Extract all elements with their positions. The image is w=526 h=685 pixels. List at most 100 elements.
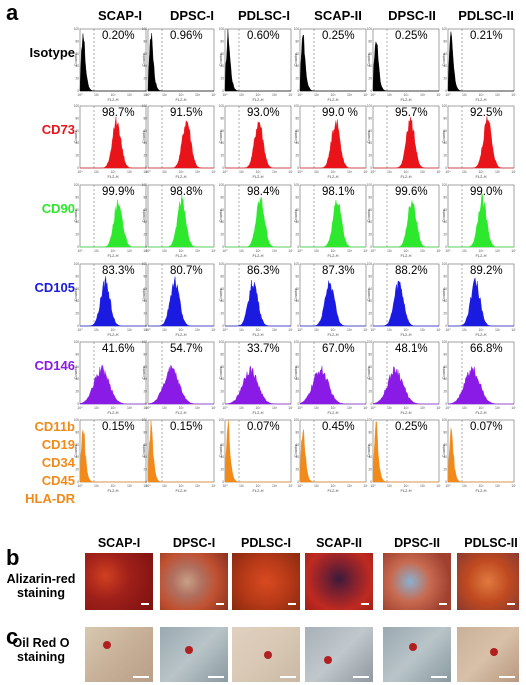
y-tick-label: 40: [443, 377, 447, 381]
x-tick-label: 10⁴: [288, 170, 293, 174]
y-tick-label: 60: [220, 129, 224, 133]
x-tick-label: 10²: [403, 328, 409, 332]
axis-ylabel: Counts: [367, 131, 371, 144]
y-tick-label: 20: [368, 390, 372, 394]
y-tick-label: 40: [75, 377, 79, 381]
x-tick-label: 10²: [255, 406, 261, 410]
x-tick-label: 10⁴: [436, 406, 441, 410]
percentage-label: 0.20%: [102, 30, 135, 42]
y-tick-label: 60: [443, 365, 447, 369]
x-tick-label: 10⁴: [511, 484, 516, 488]
x-tick-label: 10⁴: [143, 170, 148, 174]
axis-ylabel: Counts: [74, 367, 78, 380]
axis-xlabel: FL2-H: [107, 253, 118, 258]
histogram-cd73-pdlsc-ii: Counts FL2-H 10⁰ 10¹ 10² 10³ 10⁴ 0 20 40 60 80 100: [441, 104, 517, 180]
y-tick-label: 100: [294, 183, 299, 187]
y-tick-label: 100: [294, 340, 299, 344]
x-tick-label: 10⁰: [297, 406, 303, 410]
axis-ylabel: Counts: [294, 289, 298, 302]
y-tick-label: 20: [143, 468, 147, 472]
x-tick-label: 10⁰: [297, 93, 303, 97]
y-tick-label: 0: [297, 324, 299, 328]
x-tick-label: 10²: [255, 484, 261, 488]
percentage-label: 98.1%: [322, 186, 355, 198]
lipid-droplet: [490, 648, 498, 656]
histogram-fill: [448, 116, 514, 169]
axis-ylabel: Counts: [442, 131, 446, 144]
x-tick-label: 10³: [195, 93, 201, 97]
y-tick-label: 80: [368, 116, 372, 120]
x-tick-label: 10⁰: [297, 249, 303, 253]
lipid-droplet: [409, 643, 417, 651]
histogram-cd90-dpsc-i: Counts FL2-H 10⁰ 10¹ 10² 10³ 10⁴ 0 20 40 60 80 100: [141, 183, 217, 259]
histogram-isotype-pdlsc-i: Counts FL2-H 10⁰ 10¹ 10² 10³ 10⁴ 0 20 40 60 80 100: [218, 27, 294, 103]
x-tick-label: 10¹: [387, 406, 393, 410]
x-tick-label: 10³: [420, 328, 426, 332]
y-tick-label: 20: [368, 312, 372, 316]
histogram-fill: [373, 200, 439, 248]
y-tick-label: 100: [367, 262, 372, 266]
scale-bar: [353, 676, 369, 678]
percentage-label: 0.25%: [395, 421, 428, 433]
histogram-fill: [372, 421, 439, 483]
y-tick-label: 0: [370, 480, 372, 484]
x-tick-label: 10⁴: [436, 249, 441, 253]
histogram-isotype-dpsc-ii: Counts FL2-H 10⁰ 10¹ 10² 10³ 10⁴ 0 20 40 60 80 100: [366, 27, 442, 103]
y-tick-label: 60: [75, 208, 79, 212]
y-tick-label: 0: [222, 89, 224, 93]
y-tick-label: 100: [142, 340, 147, 344]
percentage-label: 98.7%: [102, 107, 135, 119]
x-tick-label: 10⁰: [370, 328, 376, 332]
axis-xlabel: FL2-H: [107, 332, 118, 337]
x-tick-label: 10³: [127, 406, 133, 410]
x-tick-label: 10²: [330, 249, 336, 253]
histogram-fill: [224, 365, 291, 405]
histogram-cd105-scap-i: Counts FL2-H 10⁰ 10¹ 10² 10³ 10⁴ 0 20 40 60 80 100: [73, 262, 149, 338]
x-tick-label: 10⁴: [363, 249, 368, 253]
x-tick-label: 10³: [127, 249, 133, 253]
y-tick-label: 100: [442, 104, 447, 108]
y-tick-label: 60: [143, 287, 147, 291]
y-tick-label: 40: [368, 141, 372, 145]
y-tick-label: 80: [368, 430, 372, 434]
y-tick-label: 40: [75, 220, 79, 224]
y-tick-label: 60: [220, 52, 224, 56]
row-label-cd73: CD73: [41, 122, 75, 137]
y-tick-label: 0: [297, 480, 299, 484]
panel-label-a: a: [6, 0, 19, 25]
percentage-label: 0.07%: [470, 421, 503, 433]
x-tick-label: 10²: [255, 328, 261, 332]
y-tick-label: 100: [219, 104, 224, 108]
y-tick-label: 80: [75, 352, 79, 356]
x-tick-label: 10¹: [94, 328, 100, 332]
x-tick-label: 10⁴: [143, 484, 148, 488]
x-tick-label: 10⁰: [145, 328, 151, 332]
x-tick-label: 10²: [403, 249, 409, 253]
y-tick-label: 40: [295, 377, 299, 381]
x-tick-label: 10¹: [162, 93, 168, 97]
y-tick-label: 100: [367, 340, 372, 344]
axis-xlabel: FL2-H: [327, 410, 338, 415]
y-tick-label: 60: [143, 365, 147, 369]
histogram-cd73-scap-ii: Counts FL2-H 10⁰ 10¹ 10² 10³ 10⁴ 0 20 40 60 80 100: [293, 104, 369, 180]
histogram-cd11b-pdlsc-ii: Counts FL2-H 10⁰ 10¹ 10² 10³ 10⁴ 0 20 40 60 80 100: [441, 418, 517, 494]
histogram-fill: [299, 34, 366, 92]
x-tick-label: 10⁴: [363, 328, 368, 332]
y-tick-label: 40: [143, 141, 147, 145]
axis-ylabel: Counts: [142, 367, 146, 380]
x-tick-label: 10⁴: [211, 93, 216, 97]
axis-ylabel: Counts: [294, 210, 298, 223]
x-tick-label: 10⁰: [77, 93, 83, 97]
axis-xlabel: FL2-H: [175, 174, 186, 179]
x-tick-label: 10³: [347, 93, 353, 97]
percentage-label: 92.5%: [470, 107, 503, 119]
axis-xlabel: FL2-H: [107, 97, 118, 102]
y-tick-label: 20: [443, 77, 447, 81]
x-tick-label: 10¹: [387, 93, 393, 97]
scale-bar: [499, 676, 515, 678]
y-tick-label: 0: [145, 89, 147, 93]
x-tick-label: 10⁴: [511, 249, 516, 253]
